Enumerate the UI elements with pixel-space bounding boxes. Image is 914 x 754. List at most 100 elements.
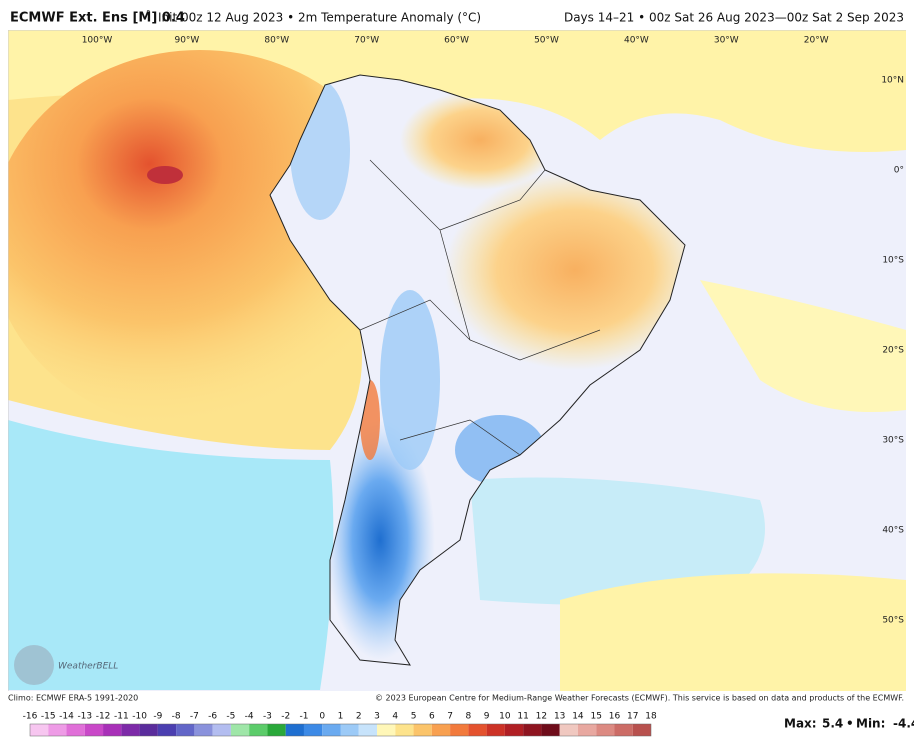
warm-band-south — [560, 573, 906, 691]
colorbar-swatch — [212, 724, 231, 736]
lon-label: 100°W — [82, 36, 113, 46]
copyright: © 2023 European Centre for Medium-Range … — [375, 694, 904, 703]
colorbar-swatch — [139, 724, 158, 736]
colorbar-label: -1 — [299, 712, 308, 722]
lat-label: 30°S — [882, 436, 904, 446]
colorbar-swatch — [431, 724, 451, 736]
colorbar-swatch — [358, 724, 378, 736]
logo: WeatherBELL — [58, 662, 118, 672]
colorbar-label: -13 — [77, 712, 92, 722]
colorbar-swatch — [340, 724, 359, 736]
colorbar-label: -6 — [208, 712, 217, 722]
colorbar-label: 3 — [374, 712, 380, 722]
colorbar-label: 18 — [645, 712, 657, 722]
lon-label: 70°W — [354, 36, 379, 46]
lat-label: 50°S — [882, 616, 904, 626]
colorbar-label: -15 — [41, 712, 56, 722]
colorbar-label: 15 — [590, 712, 601, 722]
separator: • — [846, 717, 854, 731]
cool-pacific — [8, 420, 334, 690]
colorbar-swatch — [468, 724, 487, 736]
colorbar-swatch — [541, 724, 560, 736]
colorbar-label: 5 — [411, 712, 417, 722]
colorbar-swatch — [486, 724, 505, 736]
colorbar-label: -4 — [245, 712, 254, 722]
latitude-labels: 10°N 0° 10°S 20°S 30°S 40°S 50°S — [881, 76, 904, 626]
borders — [359, 159, 601, 456]
colorbar-label: -14 — [59, 712, 74, 722]
colorbar-swatch — [303, 724, 323, 736]
colorbar-label: 7 — [447, 712, 453, 722]
colorbar-label: -5 — [226, 712, 235, 722]
colorbar-label: 12 — [536, 712, 547, 722]
min-value: -4.4 — [893, 717, 914, 731]
lat-label: 40°S — [882, 526, 904, 536]
colorbar-label: -3 — [263, 712, 272, 722]
map — [8, 30, 906, 691]
lat-label: 10°S — [882, 256, 904, 266]
logo-icon — [14, 645, 54, 685]
colorbar-swatch — [450, 724, 469, 736]
colorbar-swatch — [614, 724, 633, 736]
colorbar-swatch — [194, 724, 213, 736]
colorbar-label: -8 — [172, 712, 181, 722]
lon-label: 90°W — [174, 36, 199, 46]
colorbar-label: 10 — [499, 712, 511, 722]
colorbar-swatch — [30, 724, 49, 736]
warm-peak — [147, 166, 183, 184]
colorbar-label: 6 — [429, 712, 435, 722]
colorbar-swatch — [285, 724, 304, 736]
colorbar-label: -12 — [96, 712, 111, 722]
colorbar-label: 1 — [338, 712, 344, 722]
colorbar-swatch — [523, 724, 542, 736]
colorbar-label: -2 — [281, 712, 290, 722]
colorbar-label: 11 — [517, 712, 528, 722]
colorbar: -16 -15 -14 -13 -12 -11 -10 -9 -8 -7 -6 -5 -4 -3 -2 -1 0… — [23, 712, 657, 737]
colorbar-swatch — [413, 724, 432, 736]
colorbar-label: -16 — [23, 712, 38, 722]
colorbar-label: 9 — [484, 712, 490, 722]
colorbar-label: -11 — [114, 712, 129, 722]
colorbar-swatch — [577, 724, 597, 736]
max-value: 5.4 — [822, 717, 843, 731]
colorbar-swatch — [249, 724, 268, 736]
lat-label: 20°S — [882, 346, 904, 356]
title-detail: Init 00z 12 Aug 2023 • 2m Temperature An… — [158, 11, 481, 25]
colorbar-label: 0 — [319, 712, 325, 722]
colorbar-swatch — [377, 724, 396, 736]
colorbar-label: 2 — [356, 712, 362, 722]
colorbar-label: -9 — [153, 712, 162, 722]
colorbar-frame — [29, 723, 652, 737]
title-model: ECMWF Ext. Ens [M] 0.4 — [10, 11, 185, 26]
valid-period: Days 14–21 • 00z Sat 26 Aug 2023—00z Sat… — [564, 11, 904, 25]
colorbar-swatch — [66, 724, 85, 736]
colorbar-label: 8 — [465, 712, 471, 722]
colorbar-swatch — [559, 724, 578, 736]
colorbar-swatch — [103, 724, 122, 736]
lat-label: 10°N — [881, 76, 904, 86]
colorbar-label: -7 — [190, 712, 199, 722]
climo-note: Climo: ECMWF ERA-5 1991-2020 — [8, 694, 138, 703]
colorbar-label: 4 — [392, 712, 398, 722]
colorbar-swatch — [395, 724, 414, 736]
longitude-labels: 100°W 90°W 80°W 70°W 60°W 50°W 40°W 30°W 20°W — [82, 36, 829, 46]
colorbar-swatch — [48, 724, 67, 736]
colorbar-label: -10 — [132, 712, 147, 722]
title-degree: ° — [146, 10, 151, 20]
lat-label: 0° — [894, 166, 904, 176]
lon-label: 80°W — [264, 36, 289, 46]
colorbar-label: 13 — [554, 712, 565, 722]
cool-atlantic — [470, 477, 765, 605]
max-label: Max: — [784, 717, 817, 731]
colorbar-swatch — [596, 724, 615, 736]
lon-label: 30°W — [714, 36, 739, 46]
colorbar-label: 17 — [627, 712, 638, 722]
colorbar-swatch — [176, 724, 195, 736]
colorbar-label: 16 — [609, 712, 621, 722]
warm-atlantic — [700, 280, 906, 412]
colorbar-swatch — [121, 724, 140, 736]
colorbar-swatch — [84, 724, 104, 736]
colorbar-swatch — [322, 724, 341, 736]
